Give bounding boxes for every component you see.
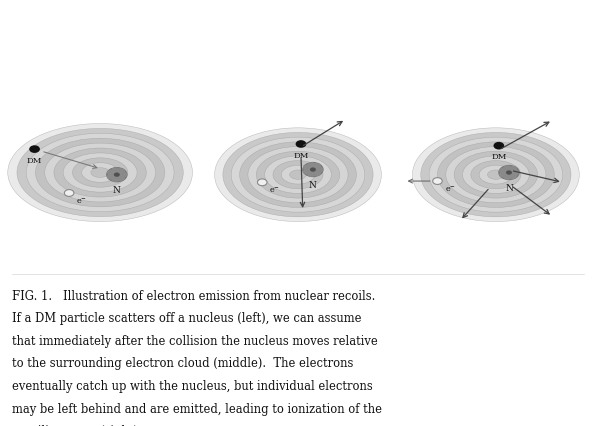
Text: N: N <box>113 186 121 195</box>
Circle shape <box>64 190 74 196</box>
Ellipse shape <box>479 165 513 184</box>
Circle shape <box>116 175 125 181</box>
Ellipse shape <box>63 153 137 192</box>
Circle shape <box>114 173 120 177</box>
Circle shape <box>314 166 323 173</box>
Ellipse shape <box>45 143 156 202</box>
Ellipse shape <box>231 137 365 212</box>
Ellipse shape <box>223 132 373 217</box>
Ellipse shape <box>91 167 110 177</box>
Text: DM: DM <box>27 157 42 165</box>
Circle shape <box>499 171 508 178</box>
Circle shape <box>303 164 312 171</box>
Text: FIG. 1.   Illustration of electron emission from nuclear recoils.: FIG. 1. Illustration of electron emissio… <box>12 290 375 303</box>
Circle shape <box>508 173 517 179</box>
Ellipse shape <box>281 165 315 184</box>
Text: e$^{-}$: e$^{-}$ <box>76 196 87 206</box>
Ellipse shape <box>248 147 348 203</box>
Circle shape <box>106 167 128 182</box>
Circle shape <box>111 167 120 174</box>
Ellipse shape <box>73 158 128 187</box>
Text: that immediately after the collision the nucleus moves relative: that immediately after the collision the… <box>12 335 378 348</box>
Circle shape <box>310 167 316 172</box>
Circle shape <box>493 142 504 150</box>
Ellipse shape <box>421 132 571 217</box>
Circle shape <box>307 162 316 169</box>
Circle shape <box>312 170 321 176</box>
Ellipse shape <box>8 124 193 222</box>
Circle shape <box>29 145 40 153</box>
Circle shape <box>498 165 520 180</box>
Ellipse shape <box>462 156 529 193</box>
Circle shape <box>510 169 519 176</box>
Ellipse shape <box>36 138 164 207</box>
Ellipse shape <box>471 161 521 189</box>
Ellipse shape <box>26 133 174 212</box>
Ellipse shape <box>17 129 184 216</box>
Circle shape <box>506 170 512 175</box>
Circle shape <box>257 179 267 186</box>
Text: recoiling atom (right).: recoiling atom (right). <box>12 425 142 426</box>
Circle shape <box>503 165 512 172</box>
Circle shape <box>111 176 120 182</box>
Ellipse shape <box>54 148 146 197</box>
Circle shape <box>107 173 116 180</box>
Ellipse shape <box>82 163 119 182</box>
Ellipse shape <box>412 128 579 222</box>
Ellipse shape <box>256 151 340 198</box>
Circle shape <box>303 168 312 175</box>
Circle shape <box>107 170 116 176</box>
Ellipse shape <box>437 142 554 207</box>
Text: may be left behind and are emitted, leading to ionization of the: may be left behind and are emitted, lead… <box>12 403 382 416</box>
Text: DM: DM <box>293 152 309 160</box>
Ellipse shape <box>488 170 504 179</box>
Ellipse shape <box>454 151 538 198</box>
Text: DM: DM <box>491 153 507 161</box>
Circle shape <box>116 168 125 175</box>
Circle shape <box>307 170 316 177</box>
Circle shape <box>118 171 127 178</box>
Ellipse shape <box>429 137 563 212</box>
Ellipse shape <box>446 147 546 203</box>
Circle shape <box>296 140 306 148</box>
Circle shape <box>499 167 508 174</box>
Circle shape <box>433 178 442 184</box>
Text: e$^{-}$: e$^{-}$ <box>269 185 280 195</box>
Text: If a DM particle scatters off a nucleus (left), we can assume: If a DM particle scatters off a nucleus … <box>12 312 361 325</box>
Ellipse shape <box>265 156 331 193</box>
Ellipse shape <box>0 118 204 227</box>
Text: eventually catch up with the nucleus, but individual electrons: eventually catch up with the nucleus, bu… <box>12 380 372 393</box>
Ellipse shape <box>204 122 392 227</box>
Circle shape <box>302 162 324 177</box>
Ellipse shape <box>290 170 306 179</box>
Ellipse shape <box>273 161 323 189</box>
Text: to the surrounding electron cloud (middle).  The electrons: to the surrounding electron cloud (middl… <box>12 357 353 371</box>
Text: N: N <box>505 184 513 193</box>
Ellipse shape <box>402 122 589 227</box>
Ellipse shape <box>240 142 356 207</box>
Ellipse shape <box>215 128 381 222</box>
Circle shape <box>503 173 512 180</box>
Text: e$^{-}$: e$^{-}$ <box>445 184 455 194</box>
Circle shape <box>508 166 517 173</box>
Circle shape <box>312 163 321 170</box>
Text: N: N <box>309 181 317 190</box>
